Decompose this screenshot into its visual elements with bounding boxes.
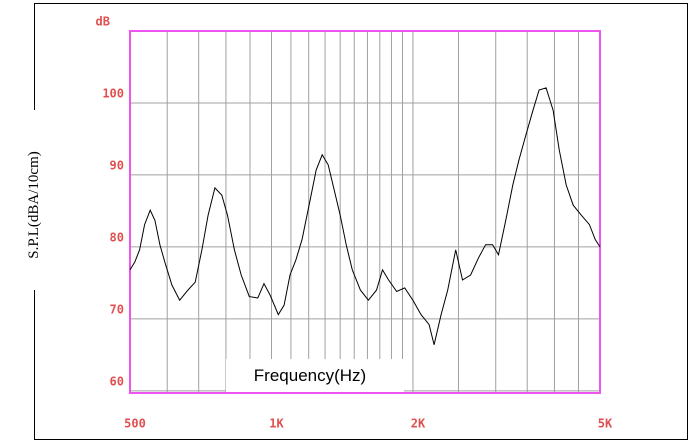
label-bg xyxy=(20,110,44,290)
label-bg xyxy=(226,359,404,392)
y-tick-label: 80 xyxy=(110,230,124,244)
x-tick-label: 500 xyxy=(124,417,146,431)
y-axis-label: S.P.L(dBA/10cm) xyxy=(26,151,42,259)
y-tick-label: 90 xyxy=(110,158,124,172)
response-line xyxy=(129,87,601,345)
x-tick-label: 2K xyxy=(411,417,426,431)
y-tick-label: 70 xyxy=(110,302,124,316)
y-tick-label: 100 xyxy=(102,86,124,100)
x-axis-label: Frequency(Hz) xyxy=(254,366,366,385)
x-tick-label: 1K xyxy=(269,417,284,431)
y-unit-label: dB xyxy=(96,15,110,29)
plot-frame xyxy=(129,30,601,394)
y-tick-label: 60 xyxy=(110,374,124,388)
x-tick-label: 5K xyxy=(598,417,613,431)
